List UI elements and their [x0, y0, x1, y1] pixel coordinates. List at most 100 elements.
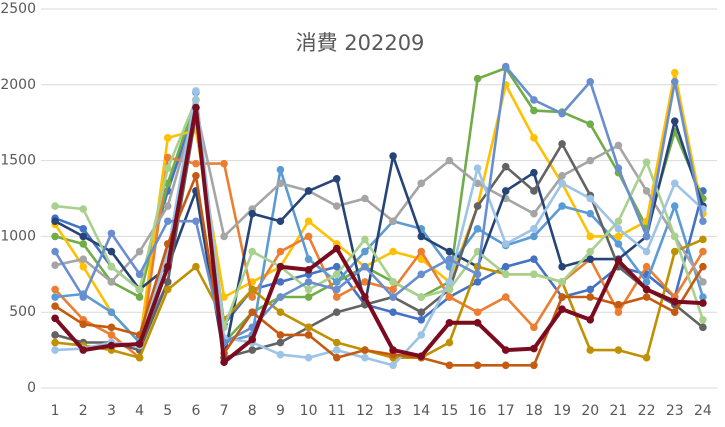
series-marker [332, 270, 341, 279]
x-tick-label: 6 [191, 403, 200, 419]
series-marker [51, 293, 59, 301]
series-marker [51, 232, 59, 241]
series-marker [473, 179, 482, 188]
series-marker [699, 235, 707, 244]
series-line [54, 98, 705, 329]
series-marker [389, 308, 397, 317]
series-marker [192, 159, 200, 168]
x-tick-label: 23 [666, 403, 684, 419]
series-marker [417, 315, 426, 324]
series-marker [107, 278, 116, 286]
series-marker [445, 156, 454, 165]
series-marker [445, 361, 454, 370]
series-marker [389, 285, 397, 294]
series-marker [135, 247, 144, 256]
series-marker [473, 270, 482, 279]
series-marker [192, 171, 200, 180]
series-marker [276, 350, 285, 359]
series-marker [220, 159, 228, 168]
x-tick-label: 14 [412, 403, 430, 419]
x-tick-label: 7 [220, 403, 229, 419]
series-line [53, 105, 704, 365]
series-marker [332, 278, 341, 286]
series-marker [276, 217, 285, 226]
series-marker [586, 255, 595, 263]
series-marker [248, 285, 257, 294]
series-marker [501, 270, 510, 279]
series-marker [670, 247, 679, 256]
series-marker [501, 187, 510, 195]
series-marker [332, 202, 341, 210]
series-marker [530, 270, 538, 279]
series-marker [642, 247, 651, 256]
series-marker [332, 285, 341, 294]
x-tick-label: 3 [107, 403, 116, 419]
x-tick-label: 10 [300, 403, 318, 419]
x-tick-label: 20 [581, 403, 599, 419]
series-marker [107, 341, 116, 350]
x-tick-label: 21 [610, 403, 628, 419]
series-marker [558, 278, 566, 286]
series-marker [163, 217, 172, 226]
series-marker [501, 162, 510, 171]
series-marker [586, 156, 595, 165]
series-marker [332, 338, 341, 347]
series-marker [417, 232, 426, 241]
series-marker [389, 152, 397, 160]
series-line [54, 238, 704, 359]
series-marker [332, 353, 341, 362]
series-marker [699, 262, 707, 271]
series-marker [699, 293, 707, 301]
series-marker [530, 134, 538, 142]
series-marker [51, 202, 59, 210]
series-marker [79, 346, 88, 354]
series-marker [558, 293, 566, 301]
series-marker [51, 346, 59, 354]
series-marker [417, 308, 426, 317]
series-marker [558, 179, 566, 188]
series-marker [361, 353, 369, 362]
series-marker [304, 232, 313, 241]
series-marker [670, 232, 679, 241]
x-tick-label: 17 [497, 403, 515, 419]
series-marker [304, 217, 313, 226]
series-marker [614, 346, 623, 354]
series-marker [248, 247, 257, 256]
series-marker [248, 335, 257, 344]
x-tick-label: 16 [469, 403, 487, 419]
series-marker [670, 77, 679, 86]
series-marker [417, 331, 426, 339]
series-marker [304, 285, 313, 294]
series-marker [417, 247, 426, 256]
series-marker [361, 278, 369, 286]
series-marker [51, 338, 59, 347]
series-marker [163, 164, 172, 172]
series-marker [163, 134, 172, 142]
series-marker [79, 255, 88, 263]
x-tick-label: 5 [163, 403, 172, 419]
series-marker [192, 103, 200, 112]
series-marker [586, 285, 595, 294]
series-marker [107, 331, 116, 339]
series-marker [163, 153, 172, 162]
series-line [53, 65, 705, 344]
series-marker [304, 331, 313, 339]
series-marker [670, 117, 679, 125]
series-marker [530, 255, 538, 263]
x-tick-label: 1 [51, 403, 60, 419]
series-marker [163, 262, 172, 271]
x-tick-label: 18 [525, 403, 543, 419]
series-marker [107, 308, 116, 317]
series-marker [473, 308, 482, 317]
y-tick-label: 0 [27, 380, 36, 396]
series-marker [79, 320, 88, 329]
series-marker [389, 346, 397, 354]
series-marker [699, 278, 707, 286]
series-marker [276, 278, 285, 286]
series-marker [699, 315, 707, 324]
series-marker [332, 262, 341, 271]
series-marker [361, 247, 369, 256]
series-marker [51, 261, 59, 270]
series-marker [614, 164, 623, 172]
